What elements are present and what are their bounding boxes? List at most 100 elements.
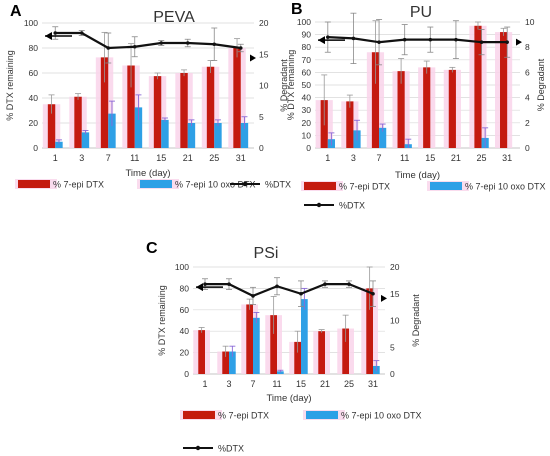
y2-tick-label: 2 [525,118,530,128]
y2-tick-label: 5 [259,112,264,122]
legend-label: % 7-epi DTX [218,411,269,421]
y-tick-label: 40 [29,93,39,103]
panel-letter: C [146,240,158,257]
y2-tick-label: 10 [259,81,269,91]
data-point-dtx [185,41,190,45]
y-tick-label: 60 [302,67,312,77]
bar-7-epi-10-oxo-dtx [379,127,387,148]
bar-7-epi-dtx [100,57,109,148]
data-point-dtx [402,37,407,42]
right-axis-arrow-icon [381,294,387,302]
data-point-dtx [106,46,111,50]
x-tick-label: 21 [320,379,330,389]
x-tick-label: 31 [368,379,378,389]
x-tick-label: 15 [296,379,306,389]
bar-7-epi-10-oxo-dtx [214,123,222,148]
data-point-dtx [212,42,217,47]
y2-tick-label: 15 [390,289,400,299]
x-axis-label: Time (day) [395,170,440,181]
data-point-dtx [479,40,484,44]
series-line-dtx [55,31,241,50]
x-tick-label: 21 [183,153,193,163]
y-tick-label: 100 [175,262,189,272]
bar-7-epi-dtx [270,315,277,374]
y-tick-label: 80 [29,43,39,53]
bar-7-epi-10-oxo-dtx [187,123,196,148]
y-tick-label: 20 [302,118,312,128]
data-point-dtx [159,41,164,45]
x-tick-label: 3 [79,153,84,163]
x-tick-label: 25 [209,153,219,163]
bar-7-epi-10-oxo-dtx [161,119,169,148]
panel-letter: B [291,1,303,18]
data-point-dtx [53,31,58,35]
bar-7-epi-dtx [371,52,380,148]
bar-7-epi-10-oxo-dtx [253,317,260,374]
x-tick-label: 3 [351,153,356,163]
bar-7-epi-dtx [318,331,325,374]
y-tick-label: 0 [306,143,311,153]
panel-title: PU [410,4,432,21]
x-axis-label: Time (day) [266,393,311,404]
bar-7-epi-10-oxo-dtx [55,141,63,148]
x-tick-label: 21 [451,153,461,163]
y-axis-label: % DTX remaining [5,50,15,121]
legend-label: % 7-epi 10 oxo DTX [341,411,422,421]
x-tick-label: 1 [202,379,207,389]
x-tick-label: 7 [106,153,111,163]
data-point-dtx [132,44,137,49]
legend-swatch [140,180,172,188]
series-line-dtx [205,283,374,298]
x-tick-label: 25 [344,379,354,389]
x-tick-label: 11 [400,153,409,163]
data-point-dtx [238,46,243,50]
panel-pu: B PU 0 10 20 30 40 50 60 70 80 90 100 0 2 4 6 8 10 1 3 7 11 15 2… [286,1,546,211]
bar-7-epi-dtx [346,101,354,148]
legend-swatch [18,180,50,188]
x-tick-label: 3 [226,379,231,389]
right-axis-arrow-icon [250,54,256,62]
left-axis-arrow-icon [45,32,52,40]
bar-7-epi-dtx [198,330,205,374]
panel-peva: A PEVA 0 20 40 60 80 100 0 5 10 15 20 1 3 7 11 15 21 25 31 % … [5,3,291,190]
bar-7-epi-10-oxo-dtx [240,123,249,148]
y-tick-label: 20 [180,348,190,358]
y-tick-label: 60 [180,305,190,315]
y2-axis-label: % Degradant [279,59,289,112]
y-tick-label: 60 [29,68,39,78]
x-tick-label: 11 [130,153,139,163]
data-point-dtx [377,40,381,44]
x-tick-label: 31 [236,153,246,163]
series-line-dtx [327,36,508,44]
x-axis-label: Time (day) [125,168,170,179]
bar-7-epi-10-oxo-dtx [81,132,90,148]
y-tick-label: 100 [297,17,311,27]
x-tick-label: 15 [156,153,166,163]
bar-7-epi-dtx [294,341,301,374]
data-point-dtx [347,282,351,286]
bar-7-epi-dtx [246,304,253,374]
y-tick-label: 10 [302,130,312,140]
bar-7-epi-dtx [233,48,241,148]
y2-tick-label: 20 [390,262,400,272]
y-tick-label: 80 [180,283,190,293]
data-point-dtx [275,284,279,289]
panel-letter: A [10,3,22,20]
data-point-dtx [251,294,255,298]
bar-7-epi-dtx [397,71,405,148]
y2-tick-label: 0 [525,143,530,153]
y2-tick-label: 20 [259,18,269,28]
bar-7-epi-dtx [500,32,508,148]
bar-7-epi-10-oxo-dtx [108,113,116,148]
y-tick-label: 100 [24,18,38,28]
y2-tick-label: 10 [525,17,535,27]
y-tick-label: 90 [302,30,312,40]
x-tick-label: 7 [377,153,382,163]
legend-label: %DTX [218,444,244,454]
legend-label: % 7-epi DTX [53,180,104,190]
data-point-dtx [428,37,433,42]
legend-label: %DTX [339,201,365,211]
y2-tick-label: 8 [525,42,530,52]
bar-7-epi-dtx [423,67,431,148]
